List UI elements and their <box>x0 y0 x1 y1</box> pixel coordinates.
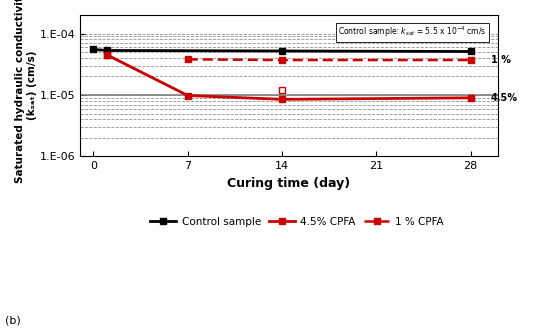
Text: 4.5%: 4.5% <box>491 93 518 103</box>
Text: 1 %: 1 % <box>491 55 511 65</box>
Text: (b): (b) <box>5 316 21 326</box>
Text: Control sample: $k_{sat}$ = 5.5 x 10$^{-4}$ cm/s: Control sample: $k_{sat}$ = 5.5 x 10$^{-… <box>338 25 487 39</box>
Y-axis label: Saturated hydraulic conductivity
(kₛₐₜ) (cm/s): Saturated hydraulic conductivity (kₛₐₜ) … <box>15 0 37 183</box>
Legend: Control sample, 4.5% CPFA, 1 % CPFA: Control sample, 4.5% CPFA, 1 % CPFA <box>146 213 448 231</box>
X-axis label: Curing time (day): Curing time (day) <box>227 177 350 190</box>
